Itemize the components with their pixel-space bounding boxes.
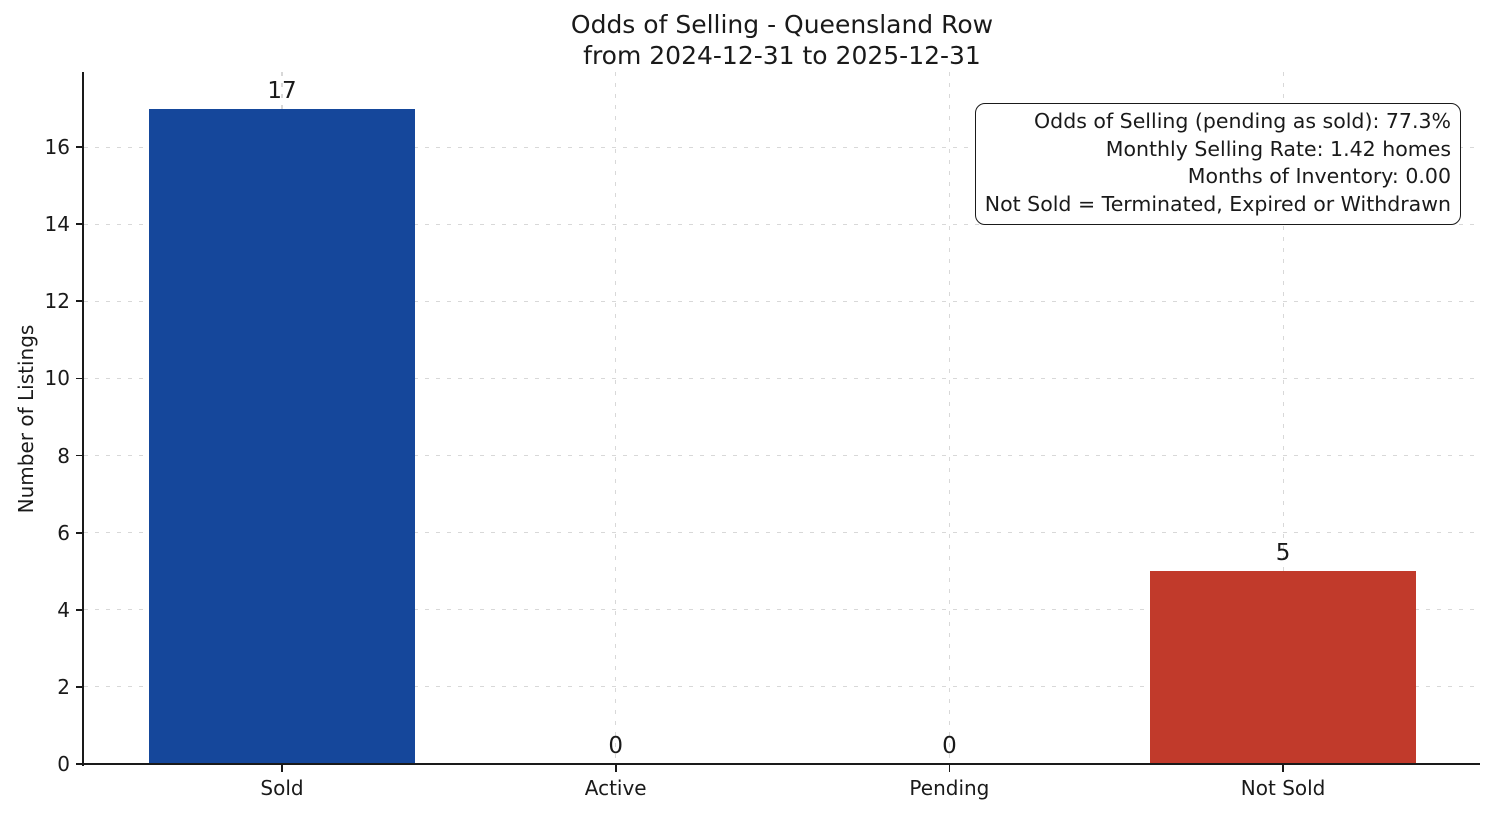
y-axis-label: Number of Listings [14, 324, 38, 514]
h-gridline [84, 377, 1480, 380]
v-gridline [948, 72, 950, 764]
y-tick-label: 16 [44, 135, 70, 160]
y-tick-label: 4 [57, 597, 70, 622]
y-tick-mark [75, 300, 84, 303]
x-tick-label: Active [584, 776, 647, 800]
bar-not-sold [1150, 571, 1417, 764]
h-gridline [84, 686, 1480, 688]
bar-value-label: 5 [1275, 540, 1291, 567]
v-gridline [615, 72, 617, 764]
y-tick-label: 8 [57, 443, 70, 468]
stats-annotation-box: Odds of Selling (pending as sold): 77.3%… [974, 103, 1461, 225]
annotation-line: Odds of Selling (pending as sold): 77.3% [1034, 109, 1451, 133]
y-tick-mark [75, 685, 84, 688]
y-tick-mark [75, 223, 84, 226]
bar-value-label: 0 [608, 733, 624, 759]
plot-area: 0 2 4 6 8 10 12 14 16 17 Sold 0 Active 0 Pending 5 Not S… [45, 72, 1480, 800]
y-tick-mark [75, 146, 84, 149]
chart-title: Odds of Selling - Queensland Row from 20… [84, 9, 1480, 71]
x-axis-spine [82, 763, 1480, 765]
h-gridline [84, 146, 1480, 148]
chart-title-line2: from 2024-12-31 to 2025-12-31 [583, 41, 981, 70]
x-tick-mark [614, 764, 617, 772]
y-tick-label: 10 [44, 366, 70, 391]
bar-value-label: 17 [267, 77, 297, 104]
y-tick-label: 2 [57, 674, 70, 699]
x-tick-mark [1282, 764, 1284, 772]
y-tick-mark [75, 454, 84, 457]
x-tick-mark [281, 764, 283, 772]
h-gridline [84, 300, 1480, 302]
y-tick-mark [75, 763, 84, 765]
x-tick-label: Not Sold [1240, 776, 1326, 800]
h-gridline [84, 609, 1480, 611]
bar-value-label: 0 [942, 733, 957, 759]
y-tick-label: 12 [44, 289, 70, 314]
y-tick-mark [75, 531, 84, 534]
x-tick-label: Pending [909, 776, 990, 800]
annotation-line: Months of Inventory: 0.00 [1187, 164, 1451, 188]
v-gridline [1282, 72, 1284, 764]
y-tick-mark [75, 608, 84, 611]
y-tick-label: 14 [44, 212, 70, 237]
y-tick-label: 0 [57, 752, 70, 776]
x-tick-label: Sold [260, 776, 304, 800]
h-gridline [84, 454, 1480, 457]
y-tick-mark [75, 377, 84, 380]
annotation-line: Monthly Selling Rate: 1.42 homes [1105, 136, 1451, 161]
h-gridline [84, 532, 1480, 534]
y-tick-label: 6 [57, 520, 70, 545]
bar-sold [149, 108, 415, 764]
chart-title-line1: Odds of Selling - Queensland Row [570, 10, 994, 39]
x-tick-mark [948, 764, 951, 772]
annotation-line: Not Sold = Terminated, Expired or Withdr… [984, 191, 1451, 216]
h-gridline [84, 223, 1480, 225]
y-axis-spine [82, 72, 84, 766]
